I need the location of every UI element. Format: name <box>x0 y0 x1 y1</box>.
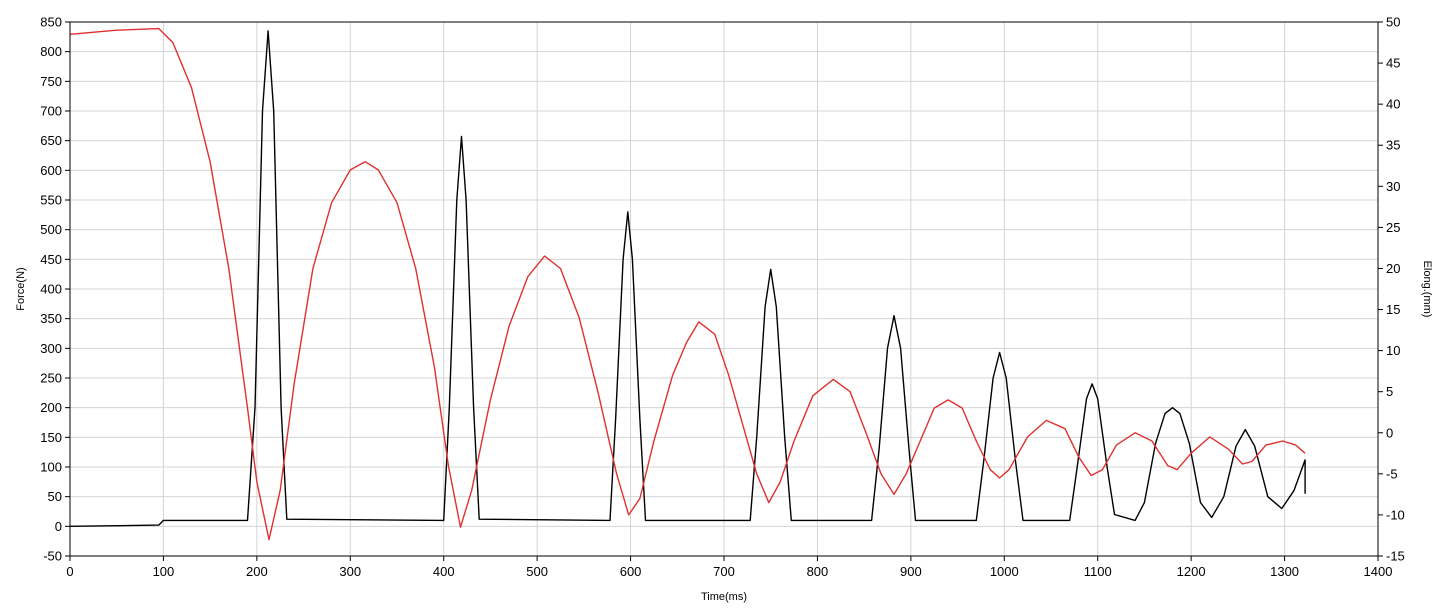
x-tick-label: 500 <box>526 564 548 579</box>
y2-tick-label: 35 <box>1386 138 1400 153</box>
y2-tick-label: 25 <box>1386 220 1400 235</box>
y-tick-label: 550 <box>40 193 62 208</box>
y2-tick-label: 5 <box>1386 384 1393 399</box>
tick-labels: 0 100 200 300 400 500 600 700 800 900 1000 1100 1200… <box>40 15 1405 580</box>
y-tick-label: 650 <box>40 133 62 148</box>
y-axis-title: Force(N) <box>15 267 27 310</box>
x-tick-label: 800 <box>807 564 829 579</box>
y2-tick-label: 45 <box>1386 56 1400 71</box>
y2-tick-label: 20 <box>1386 261 1400 276</box>
x-tick-label: 600 <box>620 564 642 579</box>
y2-tick-label: -15 <box>1386 549 1405 564</box>
x-tick-label: 1100 <box>1084 564 1112 579</box>
y-tick-label: 750 <box>40 74 62 89</box>
y2-tick-label: -10 <box>1386 507 1405 522</box>
y-tick-label: 150 <box>40 430 62 445</box>
y-tick-label: 300 <box>40 341 62 356</box>
y-tick-label: 200 <box>40 400 62 415</box>
x-tick-label: 400 <box>433 564 455 579</box>
y-tick-label: 700 <box>40 104 62 119</box>
x-tick-label: 1000 <box>990 564 1019 579</box>
y-tick-label: 400 <box>40 282 62 297</box>
y-tick-label: 850 <box>40 15 62 30</box>
y-tick-label: 600 <box>40 163 62 178</box>
grid <box>69 21 1379 557</box>
y-tick-label: -50 <box>43 549 62 564</box>
y-tick-label: 800 <box>40 44 62 59</box>
y-tick-label: 350 <box>40 311 62 326</box>
y-tick-label: 100 <box>40 460 62 475</box>
y2-tick-label: 15 <box>1386 302 1400 317</box>
y2-tick-label: -5 <box>1386 466 1398 481</box>
x-tick-label: 100 <box>153 564 175 579</box>
series-line-right <box>69 27 1306 541</box>
x-tick-label: 200 <box>246 564 268 579</box>
x-tick-label: 1300 <box>1270 564 1299 579</box>
x-tick-label: 300 <box>339 564 361 579</box>
y2-tick-label: 40 <box>1386 97 1400 112</box>
y2-tick-label: 50 <box>1386 15 1400 30</box>
y2-tick-label: 30 <box>1386 179 1400 194</box>
y2-tick-label: 0 <box>1386 425 1393 440</box>
y-tick-label: 50 <box>48 489 62 504</box>
y-tick-label: 450 <box>40 252 62 267</box>
x-tick-label: 1200 <box>1177 564 1206 579</box>
y2-tick-label: 10 <box>1386 343 1400 358</box>
y-tick-label: 500 <box>40 222 62 237</box>
y2-axis-title: Elong.(mm) <box>1421 261 1433 318</box>
series-layer <box>69 27 1306 541</box>
series-line-left <box>69 30 1306 527</box>
x-tick-label: 700 <box>713 564 735 579</box>
y-tick-label: 250 <box>40 371 62 386</box>
x-axis-title: Time(ms) <box>701 591 747 603</box>
x-tick-label: 0 <box>66 564 73 579</box>
x-tick-label: 900 <box>900 564 922 579</box>
x-tick-label: 1400 <box>1364 564 1393 579</box>
y-tick-label: 0 <box>55 519 62 534</box>
